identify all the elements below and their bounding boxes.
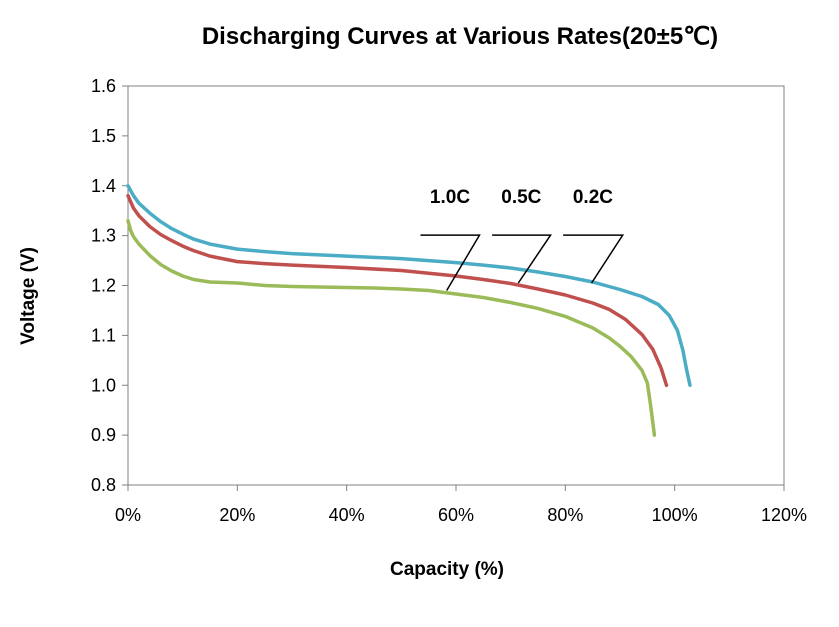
plot-area-frame [127,85,785,486]
x-axis-title: Capacity (%) [390,559,504,580]
y-axis-ticks: 0.8 0.9 1.0 1.1 1.2 1.3 1.4 1.5 1.6 [91,76,128,495]
x-tick-label: 100% [652,505,698,525]
series-line-1-0c [126,218,657,437]
y-tick-label: 1.0 [91,375,116,395]
y-tick-label: 1.4 [91,176,116,196]
annotation-leader-line [420,234,481,291]
series-line-0-2c [126,184,692,388]
y-tick-label: 1.1 [91,325,116,345]
series-line-0-5c [126,193,669,388]
chart-title: Discharging Curves at Various Rates(20±5… [202,23,718,50]
y-tick-label: 0.9 [91,425,116,445]
x-tick-label: 60% [438,505,474,525]
annotation-label: 0.5C [501,187,541,208]
x-axis-ticks: 0% 20% 40% 60% 80% 100% 120% [115,485,807,525]
x-tick-label: 40% [329,505,365,525]
annotation-label: 0.2C [573,187,613,208]
annotation-label: 1.0C [430,187,470,208]
x-tick-label: 20% [219,505,255,525]
annotation-leader-line [492,234,553,284]
y-axis-title: Voltage (V) [18,247,39,345]
annotations-layer: 1.0C 0.5C 0.2C [420,187,625,291]
y-tick-label: 1.6 [91,76,116,96]
y-tick-label: 1.5 [91,126,116,146]
series-layer [126,184,692,437]
x-tick-label: 120% [761,505,807,525]
x-tick-label: 80% [547,505,583,525]
y-tick-label: 0.8 [91,475,116,495]
x-tick-label: 0% [115,505,141,525]
annotation-leader-line [563,234,625,284]
y-tick-label: 1.2 [91,276,116,296]
y-tick-label: 1.3 [91,226,116,246]
